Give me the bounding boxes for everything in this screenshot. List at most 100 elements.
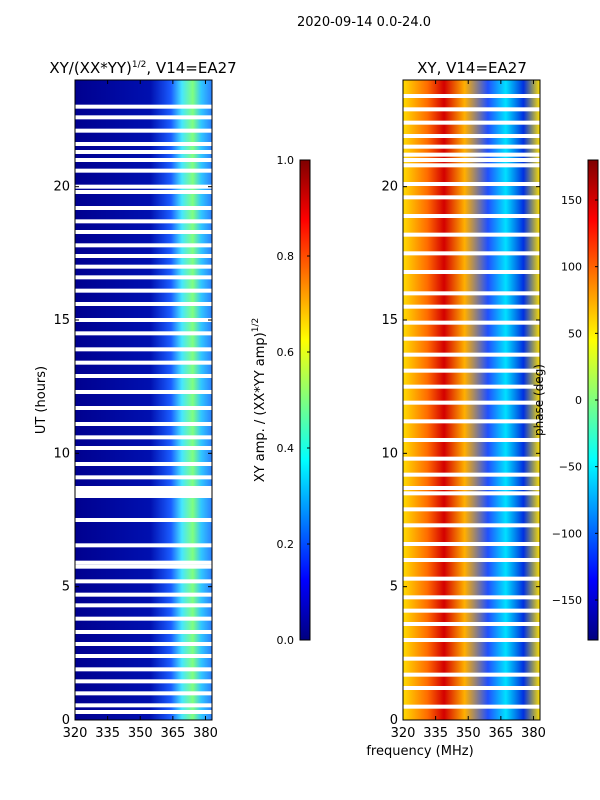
phase-colorbar-label: phase (deg)	[532, 364, 546, 436]
flagged-row	[403, 214, 540, 218]
phase-x-axis: 320 335 350 365 380	[391, 80, 546, 741]
amp-colorbar-ticks: 0.0 0.2 0.4 0.6 0.8 1.0	[277, 154, 310, 647]
flagged-row	[403, 456, 540, 461]
flagged-row	[75, 642, 212, 646]
flagged-row	[403, 438, 540, 442]
x-tick-label: 365	[160, 726, 185, 741]
phase-panel-title: XY, V14=EA27	[417, 59, 527, 77]
flagged-row	[75, 703, 212, 708]
flagged-row	[403, 622, 540, 626]
flagged-row	[75, 406, 212, 410]
flagged-row	[403, 270, 540, 274]
flagged-row	[75, 374, 212, 378]
flagged-row	[75, 390, 212, 394]
x-tick-label: 380	[193, 726, 218, 741]
x-tick-label: 380	[521, 726, 546, 741]
flagged-row	[403, 704, 540, 709]
flagged-row	[75, 347, 212, 352]
flagged-row	[403, 384, 540, 389]
amp-heatmap-field	[75, 80, 212, 720]
figure-suptitle: 2020-09-14 0.0-24.0	[297, 15, 431, 30]
flagged-row	[403, 523, 540, 528]
shared-x-axis-label: frequency (MHz)	[366, 744, 473, 759]
y-tick-label: 20	[53, 180, 70, 195]
colorbar-tick-label: 0.4	[277, 442, 295, 455]
y-tick-label: 0	[390, 713, 398, 728]
flagged-row	[403, 419, 540, 424]
x-tick-label: 320	[63, 726, 88, 741]
y-tick-label: 10	[53, 446, 70, 461]
flagged-row	[403, 291, 540, 296]
y-tick-label: 10	[381, 446, 398, 461]
flagged-row	[75, 254, 212, 258]
flagged-row	[403, 672, 540, 677]
flagged-row	[75, 691, 212, 696]
flagged-row	[75, 486, 212, 490]
flagged-row	[75, 128, 212, 133]
flagged-row	[75, 579, 212, 584]
flagged-row	[75, 630, 212, 634]
phase-panel: XY, V14=EA27 320 335 350 365 380 0 5 10 15 20	[381, 59, 545, 741]
colorbar-tick-label: 0.6	[277, 346, 295, 359]
flagged-row	[403, 368, 540, 373]
colorbar-tick-label: 0	[575, 394, 582, 407]
flagged-row	[403, 195, 540, 200]
y-tick-label: 0	[62, 713, 70, 728]
flagged-row	[75, 142, 212, 146]
colorbar-tick-label: 0.8	[277, 250, 295, 263]
flagged-row	[75, 543, 212, 548]
flagged-row	[75, 230, 212, 234]
flagged-row	[403, 320, 540, 325]
flagged-row	[75, 219, 212, 224]
colorbar-tick-label: −100	[552, 527, 582, 540]
flagged-row	[403, 558, 540, 562]
x-tick-label: 335	[95, 726, 120, 741]
flagged-row	[75, 264, 212, 269]
flagged-row	[403, 163, 540, 168]
flagged-row	[75, 564, 212, 569]
colorbar-tick-label: 0.2	[277, 538, 295, 551]
flagged-row	[403, 656, 540, 661]
y-tick-label: 20	[381, 180, 398, 195]
flagged-row	[403, 686, 540, 690]
x-tick-label: 350	[128, 726, 153, 741]
flagged-row	[403, 134, 540, 138]
flagged-row	[75, 592, 212, 597]
amp-y-axis: 0 5 10 15 20	[53, 180, 212, 728]
flagged-row	[75, 206, 212, 210]
flagged-row	[75, 667, 212, 672]
flagged-row	[75, 360, 212, 365]
flagged-row	[75, 654, 212, 658]
x-tick-label: 350	[456, 726, 481, 741]
flagged-row	[75, 115, 212, 120]
flagged-row	[75, 104, 212, 109]
flagged-row	[403, 144, 540, 149]
colorbar-tick-label: −150	[552, 594, 582, 607]
flagged-row	[75, 616, 212, 621]
flagged-row	[403, 107, 540, 112]
flagged-row	[75, 168, 212, 173]
flagged-row	[403, 608, 540, 613]
flagged-row	[403, 182, 540, 186]
amp-panel-title: XY/(XX*YY)1/2, V14=EA27	[49, 59, 236, 77]
amp-colorbar-label: XY amp. / (XX*YY amp)1/2	[251, 318, 268, 482]
phase-colorbar-ticks: −150 −100 −50 0 50 100 150	[552, 194, 598, 607]
phase-flagged-rows	[403, 94, 540, 709]
flagged-row	[75, 475, 212, 480]
flagged-row	[403, 576, 540, 581]
flagged-row	[403, 336, 540, 341]
flagged-row	[75, 158, 212, 162]
amp-colorbar-scale	[299, 159, 311, 641]
flagged-row	[403, 472, 540, 477]
flagged-row	[403, 595, 540, 600]
flagged-row	[75, 462, 212, 466]
flagged-row	[75, 422, 212, 426]
flagged-row	[403, 352, 540, 357]
colorbar-tick-label: 0.0	[277, 634, 295, 647]
amp-x-axis: 320 335 350 365 380	[63, 80, 218, 741]
flagged-row	[403, 94, 540, 98]
flagged-row	[403, 304, 540, 309]
colorbar-tick-label: 50	[568, 327, 582, 340]
flagged-row	[75, 490, 212, 494]
flagged-row	[75, 150, 212, 154]
